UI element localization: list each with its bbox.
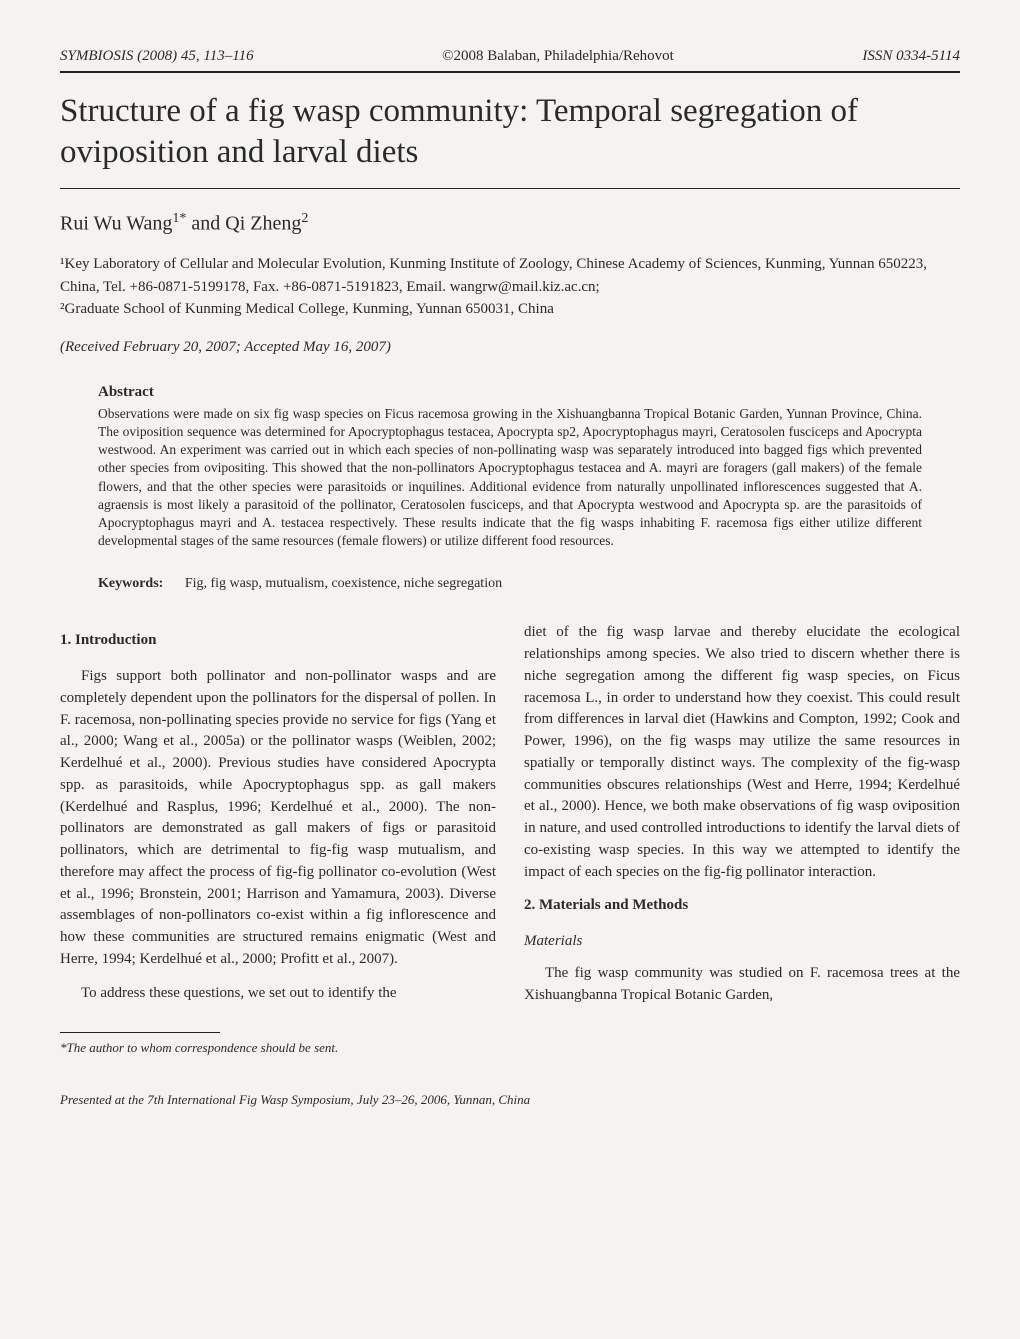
intro-heading: 1. Introduction <box>60 630 496 652</box>
body-columns: 1. Introduction Figs support both pollin… <box>60 622 960 1058</box>
materials-subheading: Materials <box>524 931 960 953</box>
methods-heading: 2. Materials and Methods <box>524 895 960 917</box>
methods-para-1: The fig wasp community was studied on F.… <box>524 963 960 1007</box>
abstract-block: Abstract Observations were made on six f… <box>98 384 922 551</box>
affiliation-2: ²Graduate School of Kunming Medical Coll… <box>60 298 960 321</box>
presented-line: Presented at the 7th International Fig W… <box>60 1092 960 1108</box>
received-dates: (Received February 20, 2007; Accepted Ma… <box>60 339 960 356</box>
footnote-rule <box>60 1032 220 1033</box>
corresponding-author-footnote: *The author to whom correspondence shoul… <box>60 1039 496 1058</box>
journal-ref: SYMBIOSIS (2008) 45, 113–116 <box>60 48 254 65</box>
abstract-heading: Abstract <box>98 384 922 401</box>
intro-para-1: Figs support both pollinator and non-pol… <box>60 666 496 971</box>
article-title: Structure of a fig wasp community: Tempo… <box>60 91 960 174</box>
col2-para-1: diet of the fig wasp larvae and thereby … <box>524 622 960 883</box>
issn: ISSN 0334-5114 <box>862 48 960 65</box>
keywords-line: Keywords: Fig, fig wasp, mutualism, coex… <box>98 576 922 592</box>
authors: Rui Wu Wang1* and Qi Zheng2 <box>60 211 960 236</box>
left-column: 1. Introduction Figs support both pollin… <box>60 622 496 1058</box>
affiliations: ¹Key Laboratory of Cellular and Molecula… <box>60 253 960 321</box>
affiliation-1: ¹Key Laboratory of Cellular and Molecula… <box>60 253 960 298</box>
keywords-label: Keywords: <box>98 576 163 591</box>
keywords-text: Fig, fig wasp, mutualism, coexistence, n… <box>185 576 502 591</box>
title-rule <box>60 188 960 189</box>
right-column: diet of the fig wasp larvae and thereby … <box>524 622 960 1058</box>
copyright: ©2008 Balaban, Philadelphia/Rehovot <box>442 48 674 65</box>
intro-para-2: To address these questions, we set out t… <box>60 983 496 1005</box>
header-rule <box>60 71 960 73</box>
running-header: SYMBIOSIS (2008) 45, 113–116 ©2008 Balab… <box>60 48 960 65</box>
abstract-text: Observations were made on six fig wasp s… <box>98 405 922 551</box>
